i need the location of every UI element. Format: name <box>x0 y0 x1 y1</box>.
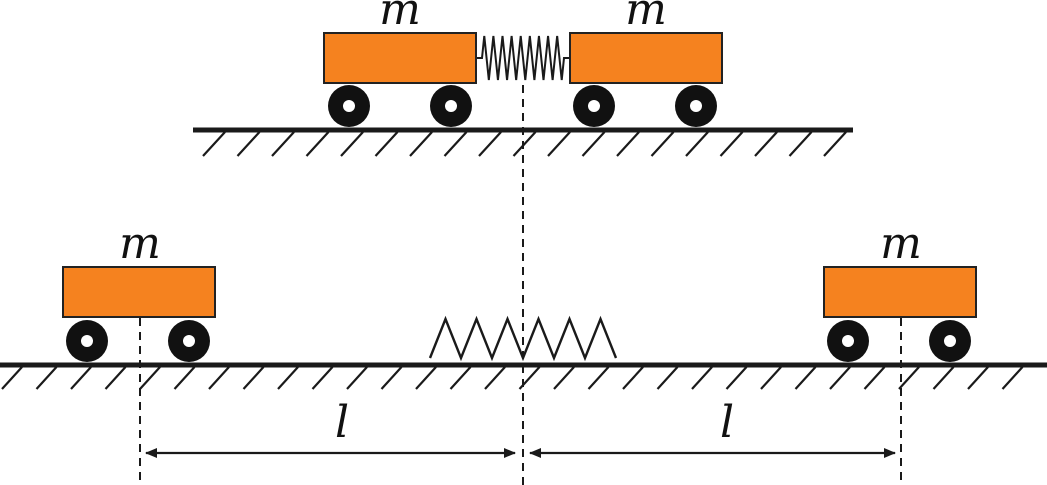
hatch-mark <box>380 366 403 390</box>
bottom-right-cart-body <box>823 266 977 318</box>
hatch-mark <box>512 131 537 157</box>
hatch-mark <box>478 131 502 157</box>
hatch-mark <box>236 131 261 157</box>
bottom-right-cart-rear-wheel <box>827 320 869 362</box>
hatch-mark <box>650 131 675 157</box>
left-distance-label: l <box>335 397 349 448</box>
hatch-mark <box>340 131 364 157</box>
hatch-mark <box>547 131 571 157</box>
bottom-left-cart: m <box>62 218 216 362</box>
hatch-mark <box>443 131 468 157</box>
top-left-mass-label: m <box>379 0 421 35</box>
top-right-cart: m <box>569 0 723 127</box>
hatch-mark <box>173 366 196 390</box>
hatch-mark <box>449 366 472 390</box>
top-right-mass-label: m <box>625 0 667 35</box>
hatch-mark <box>754 131 778 157</box>
hatch-mark <box>311 366 334 390</box>
bottom-left-cart-rear-wheel <box>66 320 108 362</box>
top-compressed-spring <box>476 35 570 81</box>
hatch-mark <box>35 366 58 390</box>
hatch-mark <box>932 366 955 390</box>
hatch-mark <box>139 366 161 390</box>
hatch-mark <box>202 131 226 157</box>
top-scene: m m <box>193 0 853 157</box>
hatch-mark <box>104 366 127 390</box>
hatch-mark <box>829 366 851 390</box>
bottom-left-cart-body <box>62 266 216 318</box>
hatch-mark <box>788 131 813 157</box>
bottom-relaxed-spring <box>428 315 618 362</box>
hatch-mark <box>518 366 541 390</box>
hatch-mark <box>271 131 295 157</box>
top-ground-hatching <box>202 131 847 157</box>
hatch-mark <box>967 366 989 390</box>
hatch-mark <box>685 131 709 157</box>
bottom-right-cart: m <box>823 218 977 362</box>
hatch-mark <box>305 131 330 157</box>
bottom-left-mass-label: m <box>119 218 161 269</box>
hatch-mark <box>208 366 230 390</box>
hatch-mark <box>823 131 847 157</box>
hatch-mark <box>656 366 679 390</box>
hatch-mark <box>374 131 399 157</box>
hatch-mark <box>242 366 265 390</box>
hatch-mark <box>725 366 748 390</box>
top-right-cart-body <box>569 32 723 84</box>
hatch-mark <box>277 366 299 390</box>
hatch-mark <box>622 366 644 390</box>
hatch-mark <box>898 366 920 390</box>
hatch-mark <box>719 131 744 157</box>
hatch-mark <box>484 366 506 390</box>
hatch-mark <box>409 131 433 157</box>
bottom-right-cart-front-wheel <box>929 320 971 362</box>
top-left-cart-body <box>323 32 477 84</box>
hatch-mark <box>794 366 817 390</box>
top-left-cart-rear-wheel <box>328 85 370 127</box>
bottom-ground-hatching <box>1 366 1024 390</box>
hatch-mark <box>616 131 640 157</box>
hatch-mark <box>863 366 886 390</box>
top-left-cart-front-wheel <box>430 85 472 127</box>
hatch-mark <box>691 366 713 390</box>
hatch-mark <box>581 131 606 157</box>
bottom-scene: m m l l <box>0 218 1047 485</box>
top-left-cart: m <box>323 0 477 127</box>
hatch-mark <box>1 366 23 390</box>
top-right-cart-front-wheel <box>675 85 717 127</box>
hatch-mark <box>760 366 782 390</box>
bottom-left-cart-front-wheel <box>168 320 210 362</box>
hatch-mark <box>587 366 610 390</box>
bottom-right-mass-label: m <box>880 218 922 269</box>
right-distance-dimension: l <box>529 397 896 458</box>
hatch-mark <box>415 366 437 390</box>
hatch-mark <box>346 366 368 390</box>
hatch-mark <box>553 366 575 390</box>
right-distance-label: l <box>720 397 734 448</box>
left-distance-dimension: l <box>145 397 516 458</box>
bottom-ground <box>0 362 1047 390</box>
top-right-cart-rear-wheel <box>573 85 615 127</box>
hatch-mark <box>1001 366 1024 390</box>
hatch-mark <box>70 366 92 390</box>
